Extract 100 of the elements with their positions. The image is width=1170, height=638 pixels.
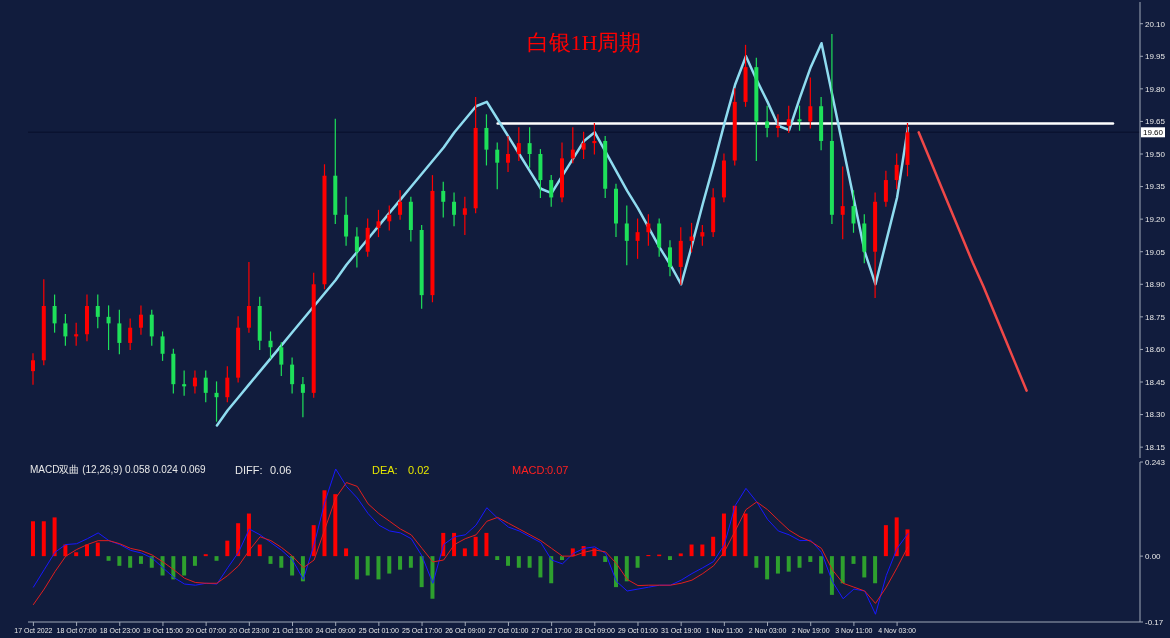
bar xyxy=(52,517,57,557)
bar xyxy=(743,513,748,557)
bar xyxy=(95,542,100,557)
bar xyxy=(398,556,403,570)
candlestick xyxy=(441,181,446,218)
candlestick xyxy=(225,366,230,403)
bar xyxy=(700,544,705,557)
candlestick xyxy=(214,381,219,422)
candlestick xyxy=(128,318,133,351)
bar xyxy=(765,556,770,580)
candlestick xyxy=(462,196,467,235)
bar xyxy=(31,521,35,557)
bar xyxy=(624,556,629,582)
annotation: 0.07 xyxy=(547,464,569,476)
candlestick xyxy=(484,114,489,166)
y-tick-label: 0.243 xyxy=(1145,457,1166,467)
bar xyxy=(279,556,284,568)
annotation: DIFF: xyxy=(235,464,263,476)
bar xyxy=(678,553,683,557)
bar xyxy=(333,494,338,557)
bar xyxy=(635,556,640,568)
bar xyxy=(473,536,478,557)
candlestick xyxy=(354,227,359,268)
candlestick xyxy=(63,314,68,346)
bar xyxy=(117,556,122,566)
bar xyxy=(819,556,824,574)
candlestick xyxy=(279,342,284,377)
bar xyxy=(516,556,521,568)
candlestick xyxy=(246,261,251,333)
annotation: 0.02 xyxy=(408,464,430,476)
bar xyxy=(41,521,46,557)
candlestick xyxy=(376,209,381,238)
bar xyxy=(462,548,467,557)
bar xyxy=(506,556,511,566)
bar xyxy=(711,536,716,557)
annotation: 0.06 xyxy=(270,464,292,476)
annotation: MACD: xyxy=(512,464,548,476)
bar xyxy=(786,556,791,572)
candlestick xyxy=(192,370,197,394)
y-tick-label: 18.15 xyxy=(1145,442,1166,452)
candlestick xyxy=(203,370,208,403)
candlestick xyxy=(387,205,392,231)
bar xyxy=(419,556,424,588)
candlestick xyxy=(344,196,349,246)
bar xyxy=(862,556,867,578)
bar xyxy=(354,556,359,580)
bar xyxy=(894,517,899,557)
candlestick xyxy=(365,218,370,257)
y-tick-label: 0.00 xyxy=(1145,551,1162,561)
candlestick xyxy=(160,331,165,361)
bar xyxy=(603,556,608,562)
bar xyxy=(883,525,888,557)
line-series xyxy=(32,482,909,606)
bar xyxy=(873,556,878,584)
candlestick xyxy=(290,357,295,394)
bar xyxy=(754,556,759,568)
annotation: DEA: xyxy=(372,464,398,476)
bar xyxy=(495,556,500,561)
bar xyxy=(387,556,392,574)
bar xyxy=(236,523,241,557)
bar xyxy=(74,552,79,557)
candlestick xyxy=(516,127,521,162)
bar xyxy=(225,540,230,557)
candlestick xyxy=(149,309,154,346)
bar xyxy=(128,556,133,568)
bar xyxy=(257,544,262,557)
bar xyxy=(376,556,381,580)
bar xyxy=(851,556,856,564)
bar xyxy=(106,556,111,561)
bar xyxy=(527,556,532,568)
bar xyxy=(689,544,694,557)
candlestick xyxy=(452,192,457,227)
candlestick xyxy=(506,136,511,172)
candlestick xyxy=(300,377,305,418)
bar xyxy=(808,556,813,562)
bar xyxy=(192,556,197,566)
bar xyxy=(797,556,802,568)
candlestick xyxy=(52,294,57,333)
candlestick xyxy=(398,190,403,220)
bar xyxy=(268,556,273,564)
bar xyxy=(667,556,672,561)
candlestick xyxy=(95,294,100,329)
bar xyxy=(549,556,554,584)
candlestick xyxy=(106,305,111,351)
bar xyxy=(840,556,845,584)
bar xyxy=(538,556,543,578)
candlestick xyxy=(31,353,35,385)
bar xyxy=(775,556,780,574)
bar xyxy=(408,556,413,568)
candlestick xyxy=(268,331,273,359)
bar xyxy=(484,532,489,557)
candlestick xyxy=(117,309,122,355)
bar xyxy=(84,544,89,557)
candlestick xyxy=(138,305,143,335)
annotation: MACD双曲 (12,26,9) 0.058 0.024 0.069 xyxy=(30,464,206,476)
candlestick xyxy=(495,142,500,190)
bar xyxy=(182,556,187,576)
bar xyxy=(344,548,349,557)
bar xyxy=(138,556,143,564)
y-tick-label: -0.17 xyxy=(1145,617,1164,627)
